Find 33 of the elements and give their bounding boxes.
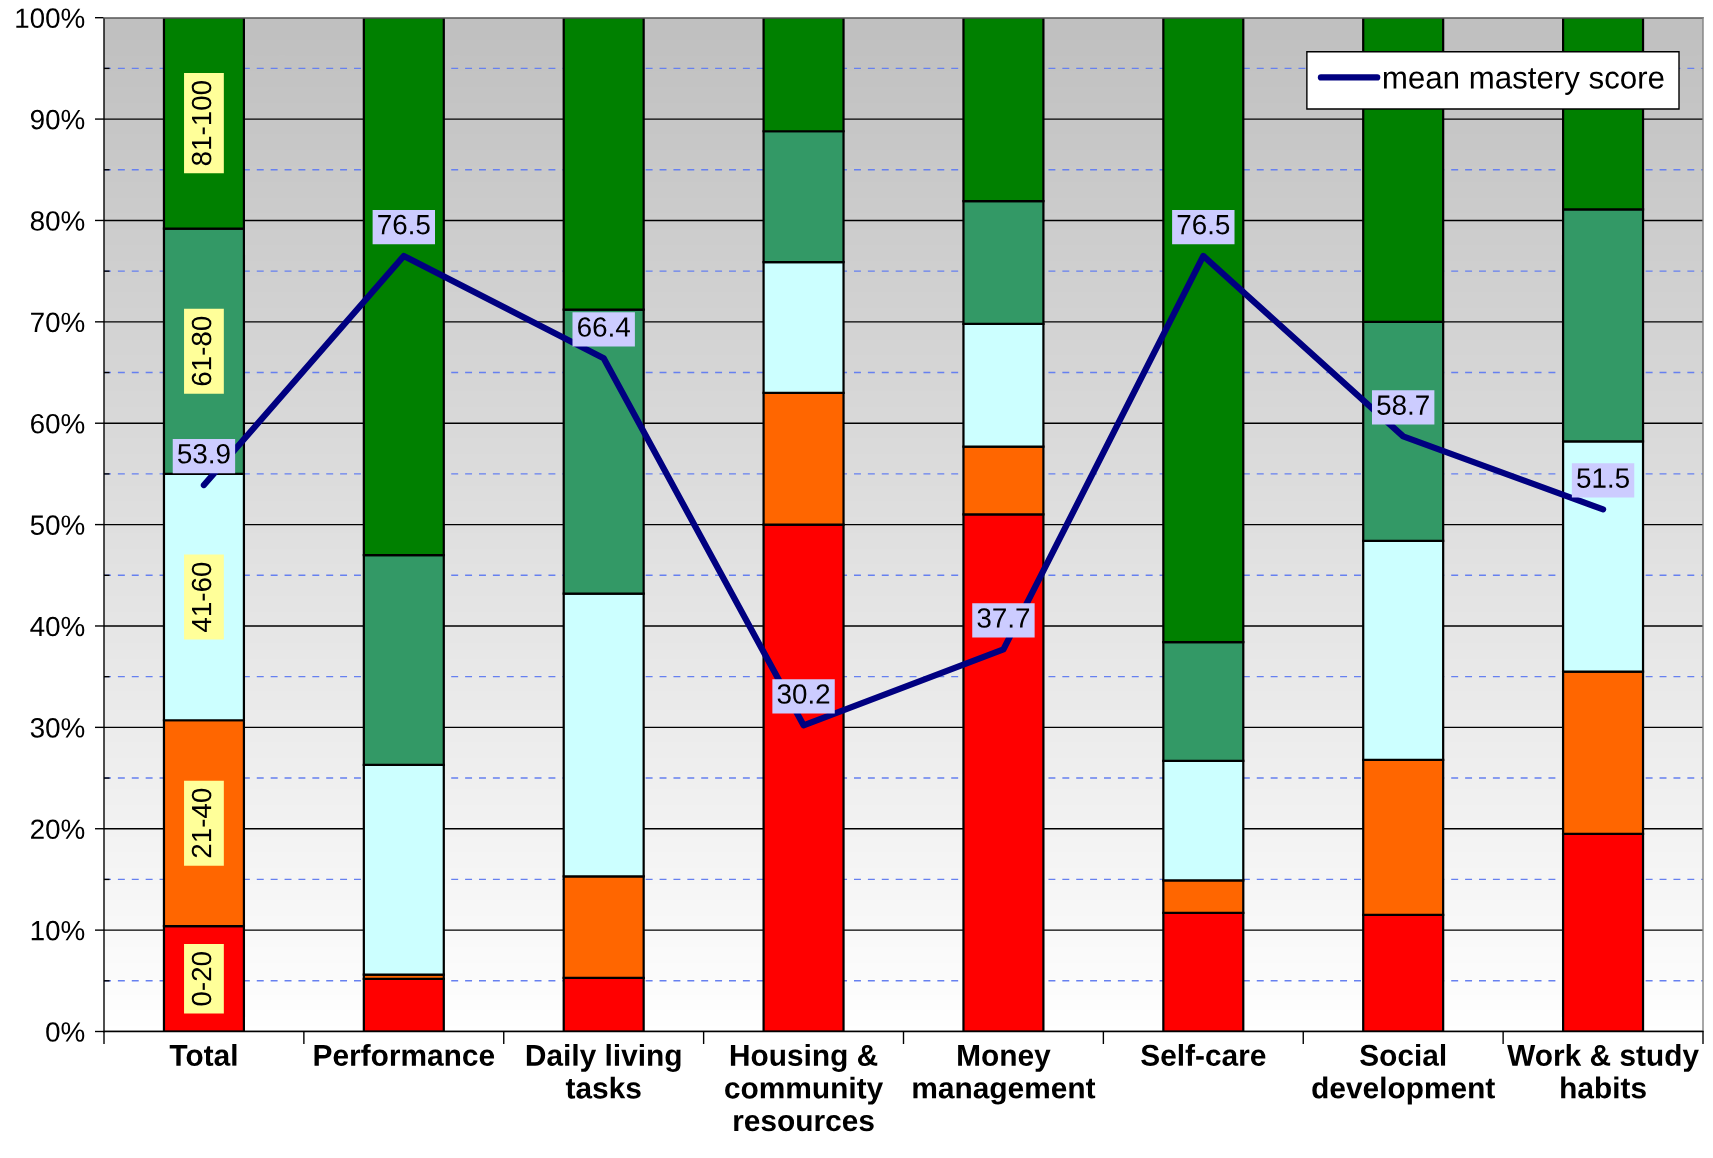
- data-label: 53.9: [178, 443, 230, 464]
- y-tick-label: 40%: [30, 616, 85, 637]
- data-label: 66.4: [578, 317, 630, 337]
- series-label: 41-60: [191, 562, 212, 632]
- x-tick-label: Total: [169, 1044, 237, 1066]
- y-tick-label: 10%: [31, 920, 85, 941]
- data-label: 51.5: [1577, 468, 1629, 488]
- y-tick-label: 70%: [31, 312, 85, 333]
- series-label: 81-100: [191, 80, 212, 166]
- y-tick-label: 0%: [46, 1022, 85, 1042]
- x-tick-label: Performance: [314, 1044, 495, 1066]
- x-tick-label: Social development: [1312, 1044, 1495, 1105]
- data-label: 37.7: [977, 608, 1030, 628]
- y-tick-label: 20%: [31, 819, 85, 840]
- y-tick-label: 80%: [30, 211, 85, 231]
- y-tick-label: 30%: [30, 718, 85, 738]
- series-label: 61-80: [191, 316, 212, 386]
- x-tick-label: Work & study habits: [1507, 1044, 1699, 1099]
- y-tick-label: 100%: [16, 8, 85, 29]
- x-tick-label: Self-care: [1141, 1044, 1266, 1066]
- y-tick-label: 50%: [30, 515, 85, 535]
- y-tick-label: 90%: [30, 109, 85, 130]
- x-tick-label: Money management: [913, 1045, 1096, 1105]
- data-label: 76.5: [378, 214, 430, 235]
- data-label: 30.2: [777, 684, 830, 704]
- series-label: 0-20: [191, 952, 212, 1006]
- data-label: 58.7: [1377, 395, 1429, 415]
- y-tick-label: 60%: [31, 413, 85, 434]
- legend-label: mean mastery score: [1383, 68, 1664, 95]
- data-label: 76.5: [1177, 214, 1230, 235]
- x-tick-label: Housing & community resources: [725, 1044, 884, 1132]
- series-label: 21-40: [191, 788, 212, 858]
- x-tick-label: Daily living tasks: [526, 1044, 681, 1099]
